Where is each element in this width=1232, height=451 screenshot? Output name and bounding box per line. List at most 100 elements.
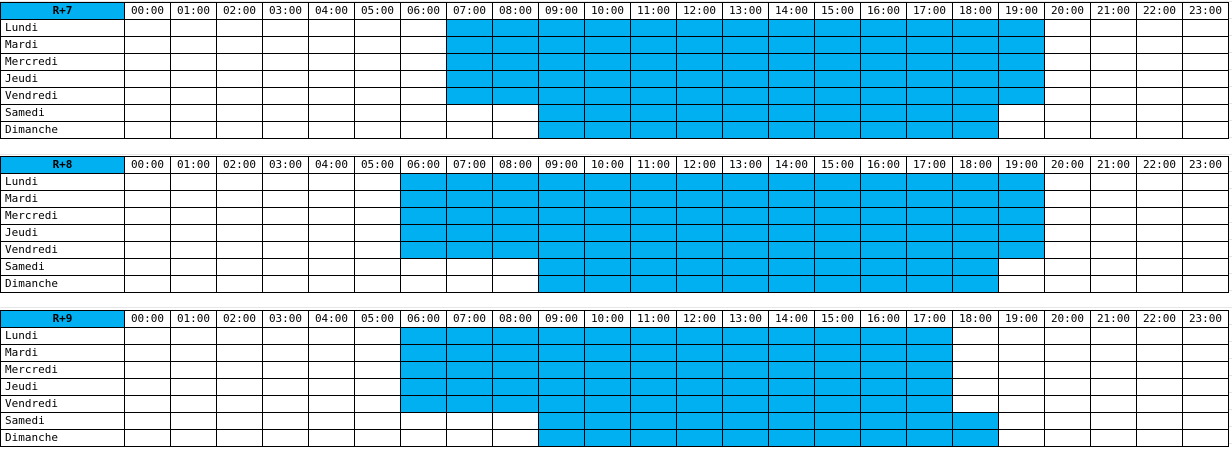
hour-header[interactable]: 19:00 — [998, 2, 1045, 20]
schedule-cell[interactable] — [1182, 70, 1229, 88]
schedule-cell[interactable] — [1136, 344, 1183, 362]
schedule-cell[interactable] — [492, 275, 539, 293]
schedule-cell[interactable] — [1090, 361, 1137, 379]
schedule-cell-active[interactable] — [860, 190, 907, 208]
schedule-cell[interactable] — [1136, 104, 1183, 122]
schedule-cell-active[interactable] — [860, 412, 907, 430]
schedule-cell[interactable] — [1136, 121, 1183, 139]
schedule-cell[interactable] — [1136, 395, 1183, 413]
schedule-cell-active[interactable] — [998, 53, 1045, 71]
schedule-cell[interactable] — [308, 173, 355, 191]
schedule-cell-active[interactable] — [538, 70, 585, 88]
schedule-cell[interactable] — [216, 275, 263, 293]
schedule-cell[interactable] — [952, 395, 999, 413]
schedule-cell[interactable] — [308, 361, 355, 379]
schedule-cell[interactable] — [124, 104, 171, 122]
schedule-cell-active[interactable] — [584, 224, 631, 242]
schedule-cell-active[interactable] — [998, 36, 1045, 54]
schedule-cell[interactable] — [952, 361, 999, 379]
schedule-cell[interactable] — [998, 258, 1045, 276]
schedule-cell-active[interactable] — [722, 121, 769, 139]
schedule-cell-active[interactable] — [906, 258, 953, 276]
schedule-cell[interactable] — [1090, 207, 1137, 225]
schedule-cell[interactable] — [170, 378, 217, 396]
schedule-cell[interactable] — [216, 241, 263, 259]
schedule-cell[interactable] — [1044, 224, 1091, 242]
schedule-cell-active[interactable] — [814, 344, 861, 362]
day-label[interactable]: Jeudi — [0, 70, 125, 88]
schedule-cell-active[interactable] — [446, 173, 493, 191]
schedule-cell[interactable] — [998, 429, 1045, 447]
schedule-cell[interactable] — [1090, 70, 1137, 88]
schedule-cell-active[interactable] — [860, 241, 907, 259]
schedule-cell-active[interactable] — [584, 19, 631, 37]
schedule-cell[interactable] — [1044, 344, 1091, 362]
schedule-cell[interactable] — [308, 87, 355, 105]
hour-header[interactable]: 11:00 — [630, 156, 677, 174]
schedule-cell-active[interactable] — [676, 241, 723, 259]
schedule-cell-active[interactable] — [538, 173, 585, 191]
schedule-cell[interactable] — [1044, 429, 1091, 447]
schedule-cell[interactable] — [262, 275, 309, 293]
schedule-cell-active[interactable] — [492, 327, 539, 345]
schedule-cell-active[interactable] — [676, 275, 723, 293]
hour-header[interactable]: 19:00 — [998, 156, 1045, 174]
schedule-cell[interactable] — [216, 344, 263, 362]
schedule-cell-active[interactable] — [400, 344, 447, 362]
schedule-cell[interactable] — [170, 53, 217, 71]
schedule-cell-active[interactable] — [584, 327, 631, 345]
schedule-cell[interactable] — [1044, 207, 1091, 225]
schedule-cell[interactable] — [1044, 395, 1091, 413]
schedule-cell[interactable] — [400, 87, 447, 105]
schedule-cell[interactable] — [216, 224, 263, 242]
schedule-cell[interactable] — [124, 190, 171, 208]
hour-header[interactable]: 19:00 — [998, 310, 1045, 328]
schedule-cell[interactable] — [216, 327, 263, 345]
schedule-cell-active[interactable] — [676, 19, 723, 37]
schedule-cell[interactable] — [492, 412, 539, 430]
schedule-cell-active[interactable] — [630, 207, 677, 225]
schedule-cell[interactable] — [124, 121, 171, 139]
schedule-cell[interactable] — [262, 190, 309, 208]
day-label[interactable]: Jeudi — [0, 224, 125, 242]
schedule-cell-active[interactable] — [630, 70, 677, 88]
schedule-cell-active[interactable] — [400, 173, 447, 191]
schedule-cell[interactable] — [308, 327, 355, 345]
schedule-cell-active[interactable] — [492, 53, 539, 71]
schedule-cell[interactable] — [354, 327, 401, 345]
schedule-cell[interactable] — [124, 224, 171, 242]
schedule-cell[interactable] — [124, 361, 171, 379]
schedule-cell-active[interactable] — [630, 121, 677, 139]
day-label[interactable]: Vendredi — [0, 87, 125, 105]
schedule-cell-active[interactable] — [906, 53, 953, 71]
schedule-cell-active[interactable] — [584, 275, 631, 293]
schedule-cell-active[interactable] — [814, 36, 861, 54]
schedule-cell[interactable] — [170, 104, 217, 122]
schedule-cell[interactable] — [998, 121, 1045, 139]
day-label[interactable]: Samedi — [0, 104, 125, 122]
schedule-cell[interactable] — [354, 344, 401, 362]
schedule-cell-active[interactable] — [814, 378, 861, 396]
schedule-cell[interactable] — [1182, 395, 1229, 413]
hour-header[interactable]: 20:00 — [1044, 2, 1091, 20]
schedule-cell-active[interactable] — [538, 224, 585, 242]
schedule-cell-active[interactable] — [630, 53, 677, 71]
schedule-cell-active[interactable] — [538, 327, 585, 345]
schedule-cell-active[interactable] — [952, 70, 999, 88]
schedule-cell[interactable] — [170, 412, 217, 430]
schedule-cell-active[interactable] — [722, 36, 769, 54]
schedule-cell-active[interactable] — [814, 412, 861, 430]
schedule-cell[interactable] — [124, 327, 171, 345]
schedule-cell[interactable] — [400, 36, 447, 54]
schedule-cell[interactable] — [1136, 36, 1183, 54]
hour-header[interactable]: 01:00 — [170, 2, 217, 20]
schedule-cell-active[interactable] — [906, 429, 953, 447]
schedule-cell[interactable] — [1182, 104, 1229, 122]
hour-header[interactable]: 00:00 — [124, 310, 171, 328]
schedule-cell-active[interactable] — [676, 87, 723, 105]
schedule-cell[interactable] — [354, 395, 401, 413]
schedule-cell[interactable] — [354, 87, 401, 105]
schedule-cell-active[interactable] — [860, 395, 907, 413]
schedule-cell[interactable] — [262, 241, 309, 259]
schedule-cell[interactable] — [1044, 190, 1091, 208]
